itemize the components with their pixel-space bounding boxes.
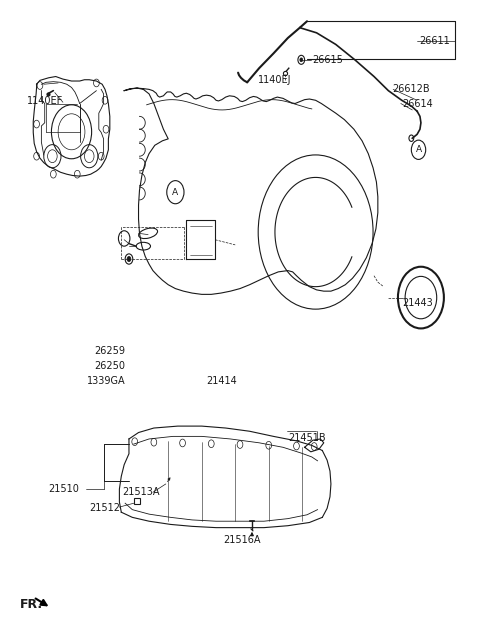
Text: 1140EJ: 1140EJ [258, 75, 292, 86]
Text: 21516A: 21516A [224, 535, 261, 545]
Text: FR.: FR. [20, 598, 43, 611]
Text: 26259: 26259 [94, 346, 125, 356]
Text: 26250: 26250 [94, 361, 125, 371]
Text: 26612B: 26612B [392, 84, 430, 95]
Circle shape [298, 55, 305, 64]
Text: 1140EF: 1140EF [27, 96, 63, 106]
Text: 26614: 26614 [402, 99, 432, 108]
Circle shape [127, 256, 131, 261]
Circle shape [300, 58, 303, 62]
Text: 1339GA: 1339GA [87, 376, 125, 386]
Text: 21510: 21510 [48, 484, 79, 494]
Text: 21414: 21414 [206, 376, 237, 386]
Text: 21443: 21443 [403, 298, 433, 308]
Text: A: A [416, 146, 421, 155]
Text: 26615: 26615 [312, 55, 343, 65]
Text: 21451B: 21451B [288, 433, 325, 442]
Text: 21513A: 21513A [123, 488, 160, 497]
Text: A: A [172, 187, 179, 196]
Text: 26611: 26611 [420, 35, 450, 46]
Text: 21512: 21512 [89, 504, 120, 513]
